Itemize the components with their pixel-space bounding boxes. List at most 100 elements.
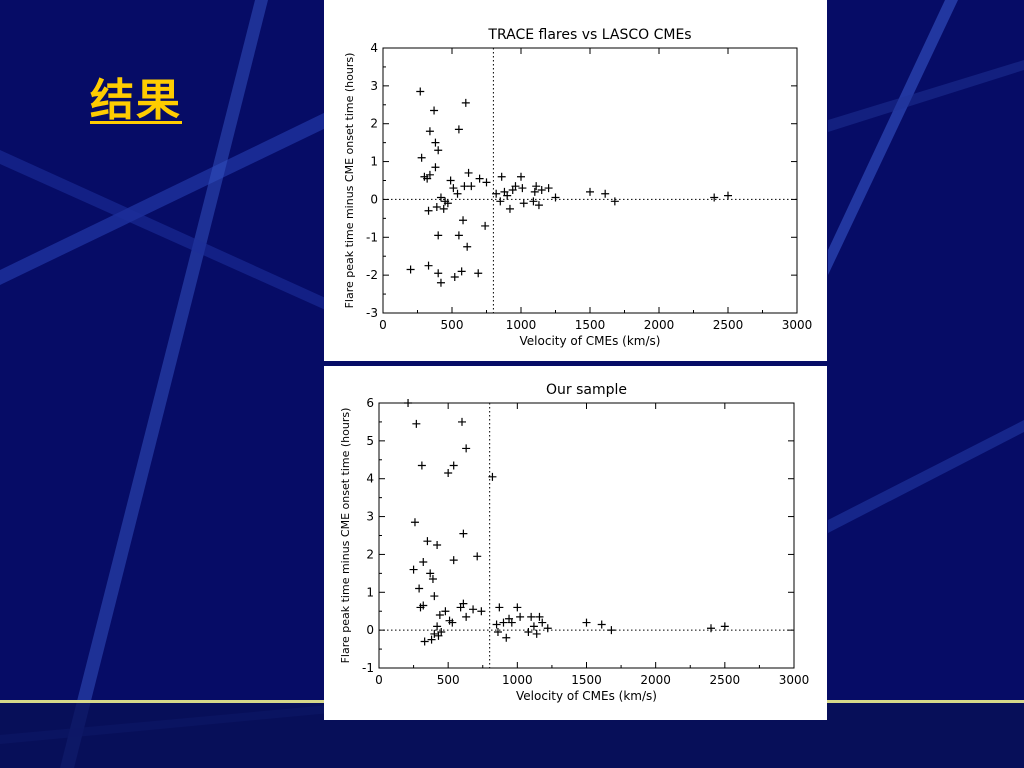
data-point (467, 182, 476, 191)
data-point (437, 628, 446, 637)
x-tick-label: 1000 (502, 673, 533, 687)
x-tick-label: 1500 (571, 673, 602, 687)
data-point (461, 98, 470, 107)
x-tick-label: 1000 (506, 318, 537, 332)
data-point (474, 269, 483, 278)
data-point (430, 629, 439, 638)
data-point (439, 204, 448, 213)
data-point (724, 191, 732, 200)
data-point (417, 153, 426, 162)
chart-title: Our sample (546, 382, 627, 398)
y-tick-label: 2 (366, 547, 374, 561)
data-point (610, 197, 619, 206)
data-point (406, 265, 415, 274)
y-tick-label: -1 (366, 230, 378, 244)
background-stripe (828, 0, 958, 275)
x-tick-label: 3000 (779, 673, 810, 687)
background-stripe (0, 150, 330, 312)
x-tick-label: 2500 (713, 318, 744, 332)
data-point (425, 127, 434, 136)
data-point (436, 278, 445, 287)
data-point (532, 182, 541, 191)
data-point (543, 624, 552, 633)
data-point (459, 529, 468, 538)
data-point (450, 273, 459, 282)
data-point (459, 216, 468, 225)
y-tick-label: 3 (366, 510, 374, 524)
data-point (475, 174, 484, 183)
data-point (460, 182, 469, 191)
y-tick-label: -2 (366, 268, 378, 282)
chart-panel-trace-lasco: TRACE flares vs LASCO CMEs 0 500 1000 1500 20… (324, 0, 827, 361)
data-point (529, 622, 538, 631)
data-point (424, 206, 433, 215)
data-point (535, 612, 544, 621)
data-point (417, 461, 426, 470)
data-point (551, 193, 560, 202)
data-point (527, 612, 536, 621)
data-point (412, 419, 421, 428)
data-point (409, 565, 418, 574)
data-point (435, 611, 444, 619)
y-tick-label: 0 (366, 623, 374, 637)
y-axis-label: Flare peak time minus CME onset time (ho… (343, 53, 356, 309)
data-point (582, 618, 591, 627)
data-point (517, 172, 525, 181)
data-point (707, 624, 715, 633)
data-point (464, 168, 473, 177)
data-point (513, 603, 522, 612)
data-point (458, 417, 466, 426)
y-tick-label: 1 (370, 155, 378, 169)
data-point (404, 399, 413, 407)
y-tick-label: 4 (370, 41, 378, 55)
data-point (425, 170, 434, 179)
data-point (415, 584, 424, 593)
data-point (534, 201, 543, 210)
data-point (601, 189, 610, 198)
background-stripe (60, 0, 268, 768)
data-point (419, 601, 428, 610)
data-point (449, 556, 458, 565)
data-point (426, 569, 435, 578)
data-point (449, 184, 458, 193)
y-tick-label: 3 (370, 79, 378, 93)
data-point (507, 618, 516, 627)
x-tick-label: 2000 (640, 673, 671, 687)
data-point (473, 552, 482, 561)
data-point (481, 221, 490, 230)
x-tick-label: 2500 (710, 673, 741, 687)
data-point (430, 106, 439, 115)
data-point (462, 612, 471, 621)
data-point (431, 138, 440, 147)
data-point (493, 628, 502, 637)
data-point (505, 204, 514, 213)
y-tick-label: 4 (366, 472, 374, 486)
data-point (434, 146, 443, 155)
data-point (420, 637, 429, 646)
background-stripe (0, 110, 330, 285)
data-point (423, 537, 432, 546)
data-point (462, 444, 471, 453)
data-point (524, 628, 533, 637)
data-point (586, 187, 594, 196)
data-point (454, 125, 463, 134)
data-point (419, 558, 428, 566)
data-point (499, 618, 508, 627)
data-point (519, 199, 528, 208)
background-stripe (828, 60, 1024, 132)
y-tick-label: 2 (370, 117, 378, 131)
data-point (434, 231, 443, 240)
data-point (443, 199, 452, 208)
data-point (495, 603, 504, 612)
data-point (482, 178, 491, 187)
plot-frame (382, 47, 798, 314)
data-point (432, 203, 441, 211)
data-point (446, 176, 455, 185)
data-point (544, 184, 553, 193)
data-point (492, 189, 501, 198)
data-point (436, 193, 445, 202)
x-tick-label: 0 (375, 673, 383, 687)
x-axis-label: Velocity of CMEs (km/s) (516, 689, 657, 703)
chart-title: TRACE flares vs LASCO CMEs (487, 27, 691, 43)
